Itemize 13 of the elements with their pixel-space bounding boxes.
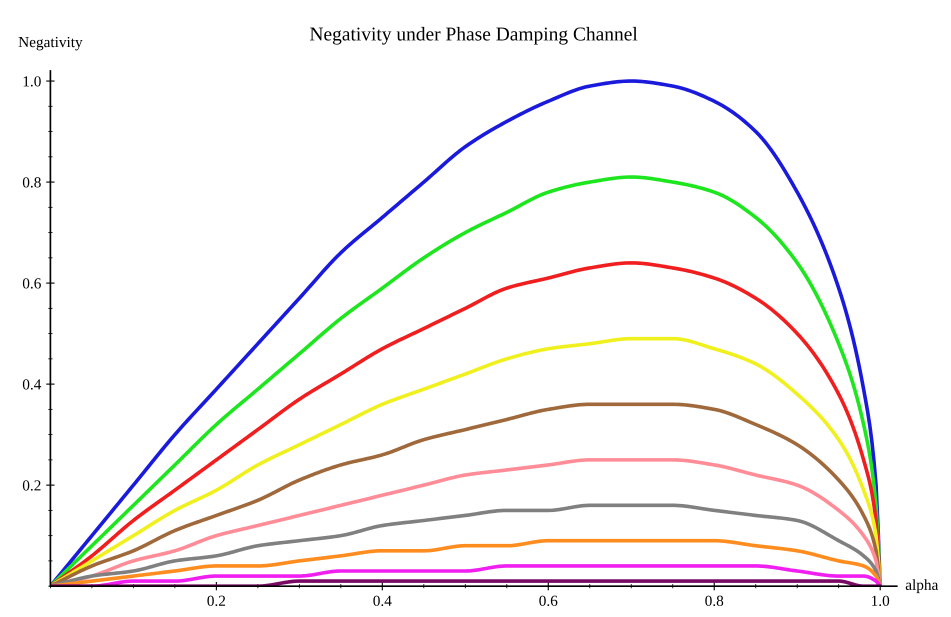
x-axis-title: alpha bbox=[906, 579, 938, 594]
y-tick-label: 0.4 bbox=[22, 379, 42, 390]
y-axis-title: Negativity bbox=[18, 36, 83, 50]
y-tick-label: 0.6 bbox=[22, 278, 41, 289]
x-tick-label: 0.4 bbox=[373, 596, 392, 606]
y-tick-label: 0.8 bbox=[22, 177, 41, 188]
y-tick-label: 1.0 bbox=[24, 76, 41, 87]
chart-title: Negativity under Phase Damping Channel bbox=[310, 26, 638, 45]
x-tick-label: 1.0 bbox=[872, 596, 890, 606]
x-tick-label: 0.2 bbox=[207, 596, 226, 606]
x-tick-label: 0.8 bbox=[705, 596, 724, 606]
x-tick-label: 0.6 bbox=[539, 596, 558, 606]
y-tick-label: 0.2 bbox=[22, 480, 41, 491]
